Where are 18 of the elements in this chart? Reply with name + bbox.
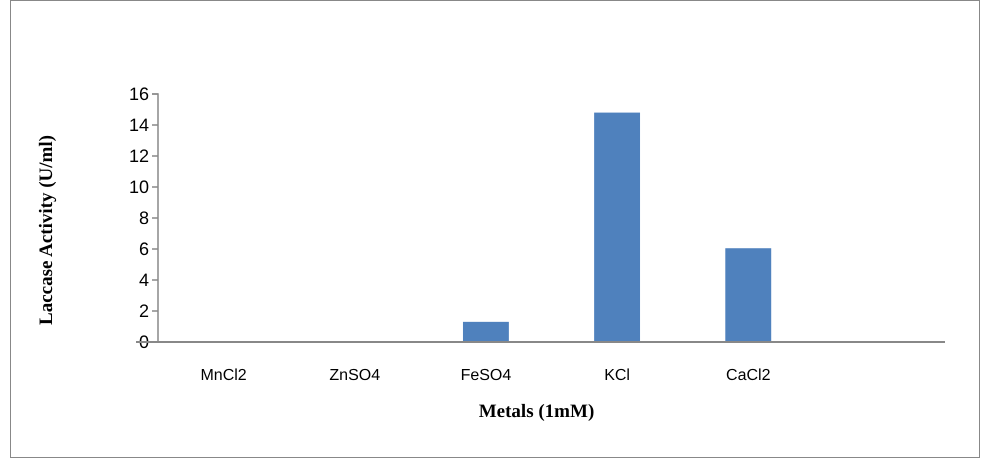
y-axis-title: Laccase Activity (U/ml) — [36, 135, 57, 325]
y-tick-label: 16 — [128, 84, 149, 104]
y-tick-label: 4 — [138, 270, 149, 290]
bar — [725, 248, 772, 342]
y-tick-label: 8 — [138, 208, 149, 228]
bar — [594, 112, 640, 342]
x-tick-label: CaCl2 — [726, 367, 771, 384]
x-tick-label: MnCl2 — [200, 367, 247, 384]
y-tick-label: 12 — [128, 146, 149, 166]
x-tick-label: FeSO4 — [460, 367, 512, 384]
y-tick-label: 2 — [138, 300, 149, 321]
y-tick-label: 6 — [138, 238, 149, 259]
x-tick-label: KCl — [604, 367, 630, 384]
y-tick-label: 14 — [128, 114, 149, 135]
bar — [462, 322, 509, 342]
x-tick-label: ZnSO4 — [329, 367, 380, 384]
y-tick-label: 10 — [128, 176, 149, 197]
x-axis-title: Metals (1mM) — [478, 401, 594, 422]
